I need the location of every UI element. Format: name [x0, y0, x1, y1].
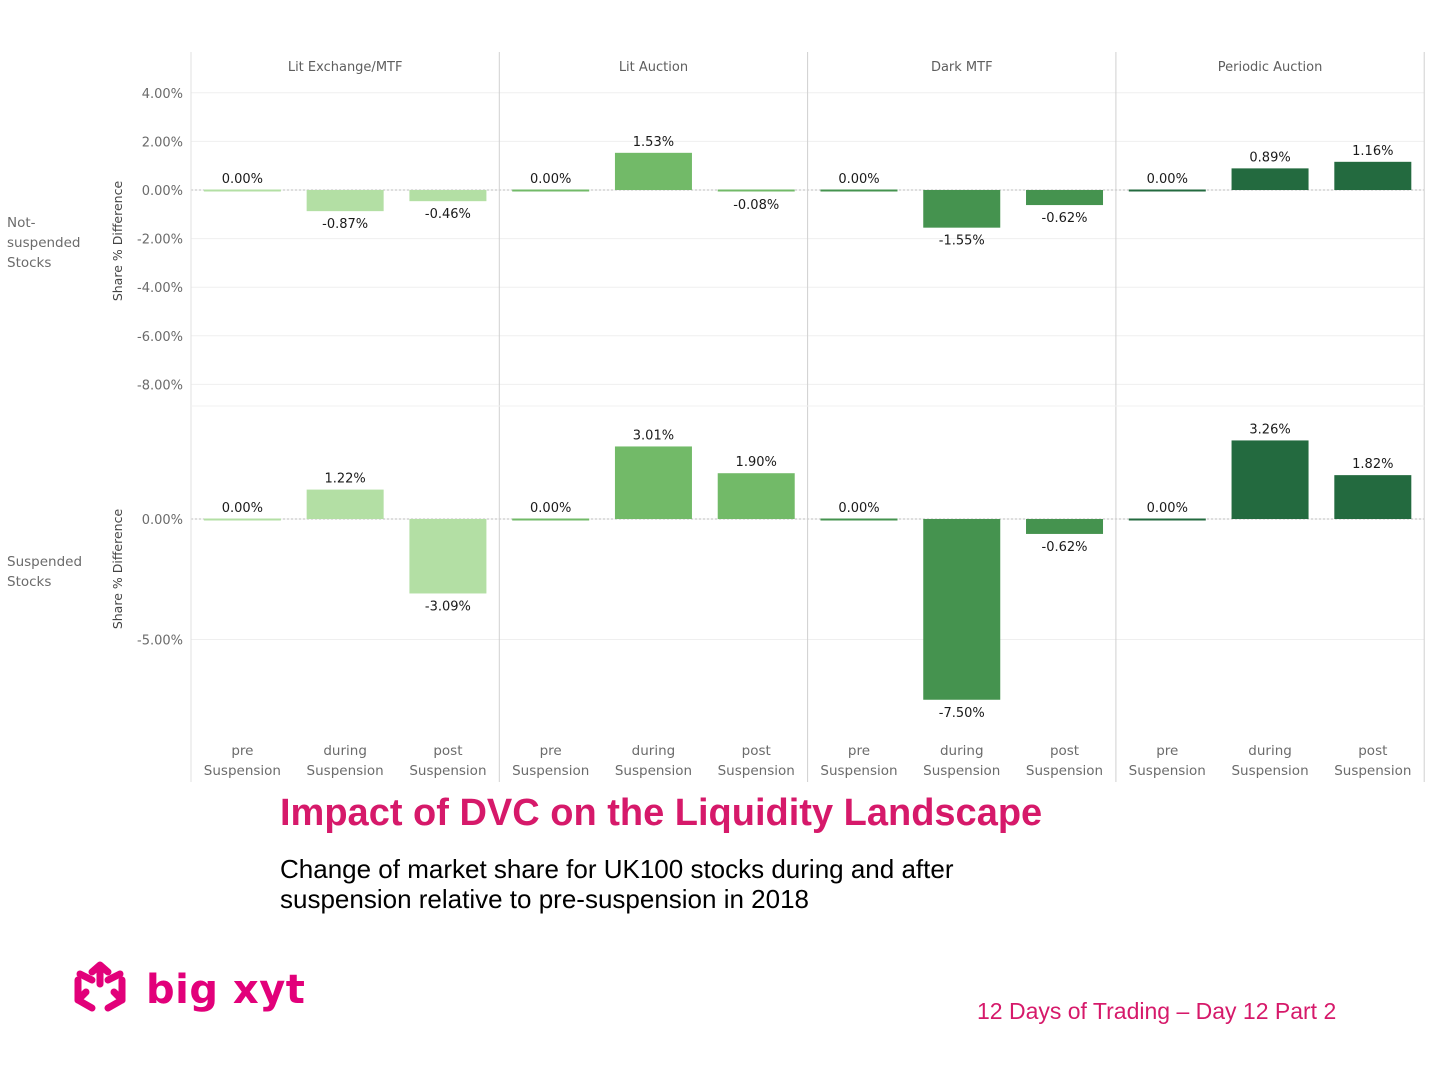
footer-text: 12 Days of Trading – Day 12 Part 2	[977, 998, 1337, 1024]
bar	[923, 519, 1001, 700]
y-tick-label: -6.00%	[137, 330, 183, 345]
x-category-label: during	[632, 743, 676, 759]
y-tick-label: -8.00%	[137, 378, 183, 393]
bar	[717, 189, 795, 192]
slide-title: Impact of DVC on the Liquidity Landscape	[280, 792, 1043, 834]
faceted-bar-chart: Lit Exchange/MTF Lit Auction Dark MTF Perio…	[7, 52, 1425, 782]
bar	[614, 152, 692, 190]
x-category-label: Suspension	[409, 763, 486, 779]
data-label: -7.50%	[939, 706, 985, 721]
bar	[717, 473, 795, 519]
column-header: Lit Exchange/MTF	[288, 60, 403, 75]
data-label: 0.89%	[1249, 150, 1290, 165]
y-tick-label: 0.00%	[142, 184, 183, 199]
x-category-label: during	[1248, 743, 1292, 759]
row-label: Not-	[7, 215, 36, 231]
x-category-label: during	[940, 743, 984, 759]
data-label: 0.00%	[1147, 172, 1188, 187]
data-label: -0.08%	[733, 198, 779, 213]
y-tick-label: 0.00%	[142, 513, 183, 528]
y-axis-title: Share % Difference	[110, 181, 125, 302]
bar	[512, 518, 590, 521]
bar	[512, 189, 590, 192]
data-label: -0.62%	[1042, 540, 1088, 555]
bar	[1231, 168, 1309, 190]
data-label: 1.53%	[633, 135, 674, 150]
x-category-label: pre	[848, 743, 870, 759]
big-xyt-logo: big xyt	[72, 960, 305, 1020]
bar	[1128, 189, 1206, 192]
x-category-label: pre	[540, 743, 562, 759]
data-label: 1.90%	[736, 455, 777, 470]
x-category-label: Suspension	[923, 763, 1000, 779]
x-category-label: Suspension	[615, 763, 692, 779]
bar	[409, 190, 487, 202]
data-label: 0.00%	[530, 172, 571, 187]
x-category-label: pre	[1156, 743, 1178, 759]
row-label: Suspended	[7, 554, 82, 570]
slide-subtitle: Change of market share for UK100 stocks …	[280, 854, 954, 914]
bar	[820, 518, 898, 521]
bar	[1334, 161, 1412, 190]
y-tick-label: -5.00%	[137, 634, 183, 649]
data-label: 0.00%	[1147, 501, 1188, 516]
bar	[1231, 440, 1309, 519]
data-label: 3.01%	[633, 428, 674, 443]
bar	[306, 489, 384, 519]
column-header: Periodic Auction	[1218, 60, 1323, 75]
y-tick-label: -2.00%	[137, 233, 183, 248]
y-tick-label: 4.00%	[142, 87, 183, 102]
data-label: 3.26%	[1249, 422, 1290, 437]
y-tick-label: 2.00%	[142, 135, 183, 150]
x-category-label: Suspension	[1231, 763, 1308, 779]
bar	[614, 446, 692, 519]
x-category-label: post	[1050, 743, 1079, 759]
x-category-label: Suspension	[820, 763, 897, 779]
x-category-label: Suspension	[1334, 763, 1411, 779]
x-category-label: post	[742, 743, 771, 759]
x-category-label: Suspension	[307, 763, 384, 779]
bar	[1026, 190, 1104, 206]
data-label: -1.55%	[939, 234, 985, 249]
data-label: -0.46%	[425, 207, 471, 222]
x-category-label: post	[433, 743, 462, 759]
bar	[1026, 519, 1104, 534]
column-header: Lit Auction	[619, 60, 688, 75]
row-label: suspended	[7, 235, 81, 251]
x-category-label: Suspension	[718, 763, 795, 779]
data-label: 0.00%	[838, 172, 879, 187]
data-label: 1.16%	[1352, 144, 1393, 159]
x-category-label: Suspension	[204, 763, 281, 779]
x-category-label: during	[323, 743, 367, 759]
logo-text: big xyt	[146, 967, 306, 1013]
data-label: 1.82%	[1352, 457, 1393, 472]
y-axis-title: Share % Difference	[110, 509, 125, 630]
bar	[306, 190, 384, 212]
data-label: 1.22%	[324, 472, 365, 487]
data-label: 0.00%	[530, 501, 571, 516]
bar	[1128, 518, 1206, 521]
x-category-label: pre	[231, 743, 253, 759]
y-tick-label: -4.00%	[137, 281, 183, 296]
bar	[820, 189, 898, 192]
data-label: 0.00%	[222, 172, 263, 187]
bar	[923, 190, 1001, 228]
x-category-label: Suspension	[1129, 763, 1206, 779]
data-label: 0.00%	[222, 501, 263, 516]
row-label: Stocks	[7, 574, 51, 590]
x-category-label: post	[1358, 743, 1387, 759]
cube-arrows-icon	[74, 961, 126, 1012]
data-label: -0.87%	[322, 217, 368, 232]
x-category-label: Suspension	[512, 763, 589, 779]
data-label: -3.09%	[425, 599, 471, 614]
bar	[203, 189, 281, 192]
bar	[409, 519, 487, 594]
data-label: 0.00%	[838, 501, 879, 516]
bar	[1334, 475, 1412, 519]
column-header: Dark MTF	[931, 60, 993, 75]
row-label: Stocks	[7, 255, 51, 271]
bar	[203, 518, 281, 521]
x-category-label: Suspension	[1026, 763, 1103, 779]
data-label: -0.62%	[1042, 211, 1088, 226]
